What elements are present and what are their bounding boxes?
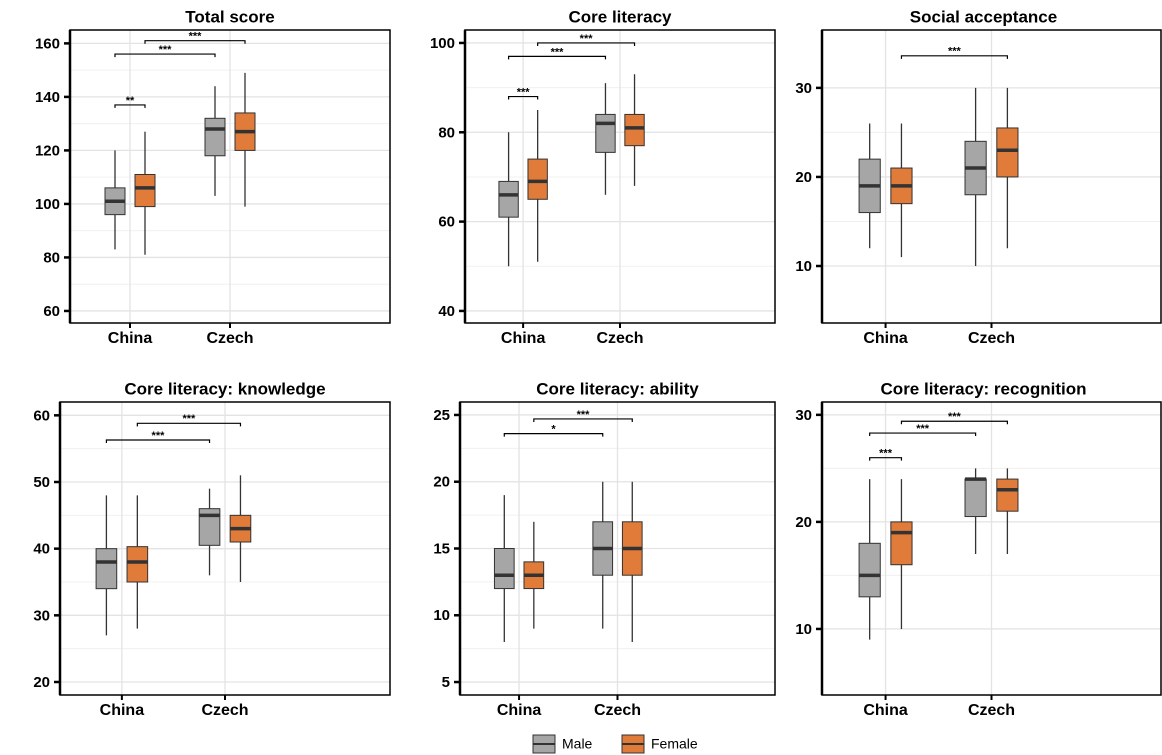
significance-label: *** (152, 430, 166, 442)
y-tick-label: 140 (35, 89, 60, 106)
y-tick-label: 60 (43, 303, 60, 320)
x-tick-label: Czech (596, 330, 643, 347)
y-tick-label: 5 (442, 674, 450, 691)
y-tick-label: 25 (433, 407, 450, 424)
significance-bracket (503, 433, 604, 437)
y-tick-label: 10 (795, 621, 812, 638)
significance-label: *** (948, 411, 962, 423)
significance-bracket (900, 420, 1008, 425)
significance-bracket (114, 53, 216, 58)
box (858, 542, 881, 598)
box (964, 478, 987, 518)
y-tick-label: 120 (35, 142, 60, 159)
y-tick-label: 15 (433, 540, 450, 557)
significance-label: *** (551, 46, 565, 58)
x-tick-label: Czech (968, 702, 1015, 719)
y-tick-label: 160 (35, 35, 60, 52)
x-tick-label: Czech (968, 330, 1015, 347)
box (198, 508, 221, 546)
box (498, 180, 519, 218)
y-tick-label: 80 (43, 249, 60, 266)
y-tick-label: 100 (430, 35, 455, 52)
y-tick-label: 20 (795, 514, 812, 531)
chart-title: Core literacy: ability (536, 379, 699, 398)
box (134, 173, 156, 208)
y-tick-label: 20 (33, 674, 50, 691)
box (624, 113, 645, 147)
legend-label: Female (651, 736, 698, 752)
box (595, 113, 616, 153)
significance-label: *** (879, 448, 893, 460)
significance-label: *** (182, 413, 196, 425)
y-tick-label: 20 (433, 474, 450, 491)
significance-bracket (136, 422, 242, 427)
y-tick-label: 10 (795, 258, 812, 275)
box (95, 548, 118, 590)
significance-label: *** (189, 31, 203, 43)
x-tick-label: China (497, 702, 542, 719)
significance-bracket (869, 432, 977, 437)
significance-label: *** (577, 409, 591, 421)
y-tick-label: 30 (795, 407, 812, 424)
significance-bracket (105, 439, 211, 443)
significance-bracket (507, 95, 539, 100)
chart-title: Core literacy: knowledge (124, 379, 325, 398)
chart-title: Core literacy: recognition (881, 379, 1087, 398)
box (126, 546, 149, 583)
significance-label: * (551, 424, 556, 436)
x-tick-label: China (863, 702, 908, 719)
y-tick-label: 30 (795, 80, 812, 97)
significance-bracket (533, 418, 633, 422)
y-tick-label: 60 (438, 214, 455, 231)
significance-label: *** (580, 33, 594, 45)
box (996, 127, 1019, 178)
significance-label: ** (126, 95, 135, 107)
significance-label: *** (948, 46, 962, 58)
y-tick-label: 40 (33, 541, 50, 558)
y-tick-label: 50 (33, 474, 50, 491)
chart-title: Social acceptance (910, 7, 1057, 26)
significance-bracket (869, 457, 903, 461)
x-tick-label: China (100, 702, 145, 719)
box (527, 158, 548, 200)
x-tick-label: Czech (201, 702, 248, 719)
significance-bracket (900, 55, 1008, 59)
significance-label: *** (517, 86, 531, 98)
significance-bracket (507, 55, 607, 60)
y-tick-label: 80 (438, 124, 455, 141)
y-tick-label: 100 (35, 196, 60, 213)
significance-label: *** (159, 44, 173, 56)
significance-label: *** (916, 423, 930, 435)
box (493, 548, 515, 590)
y-tick-label: 40 (438, 303, 455, 320)
significance-bracket (144, 40, 246, 44)
chart-title: Total score (185, 7, 274, 26)
significance-bracket (114, 104, 146, 108)
x-tick-label: China (501, 330, 546, 347)
y-tick-label: 20 (795, 169, 812, 186)
box (996, 478, 1019, 512)
x-tick-label: China (863, 330, 908, 347)
legend-label: Male (562, 736, 593, 752)
x-tick-label: Czech (594, 702, 641, 719)
x-tick-label: China (108, 330, 153, 347)
box (204, 117, 226, 157)
y-tick-label: 10 (433, 607, 450, 624)
y-tick-label: 60 (33, 407, 50, 424)
y-tick-label: 30 (33, 607, 50, 624)
x-tick-label: Czech (206, 330, 253, 347)
significance-bracket (537, 42, 636, 46)
box (890, 521, 913, 566)
chart-title: Core literacy (569, 7, 673, 26)
